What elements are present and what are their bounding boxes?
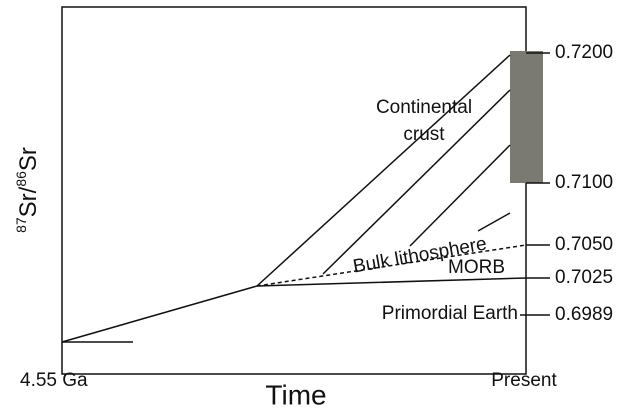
ticks [520, 52, 550, 316]
frame [61, 6, 527, 375]
range-bar [510, 51, 543, 183]
tick-label: 0.7025 [555, 267, 613, 288]
annotation: Continental [376, 97, 472, 118]
tick-label: 0.7100 [555, 172, 613, 193]
annotation: crust [403, 124, 445, 145]
bulk-line [256, 244, 527, 287]
x-label: 4.55 Ga [20, 370, 88, 391]
tick-label: 0.7200 [555, 42, 613, 63]
tick-label: 0.6989 [555, 304, 613, 325]
annotation: Primordial Earth [382, 303, 518, 324]
crust-line [322, 89, 511, 275]
sup: 87 [13, 217, 29, 233]
evolution-lines [61, 54, 527, 343]
base: Sr/ [15, 186, 42, 217]
sup: 86 [13, 171, 29, 187]
x-axis-label: Time [265, 379, 326, 410]
y-axis-label: 87Sr/86Sr [13, 147, 43, 233]
base: Sr [15, 147, 42, 171]
crust-line [409, 144, 511, 247]
tick-label: 0.7050 [555, 234, 613, 255]
x-label: Present [491, 370, 557, 391]
crust-line [477, 212, 511, 232]
crust-line [256, 54, 511, 287]
annotation: MORB [448, 257, 505, 278]
